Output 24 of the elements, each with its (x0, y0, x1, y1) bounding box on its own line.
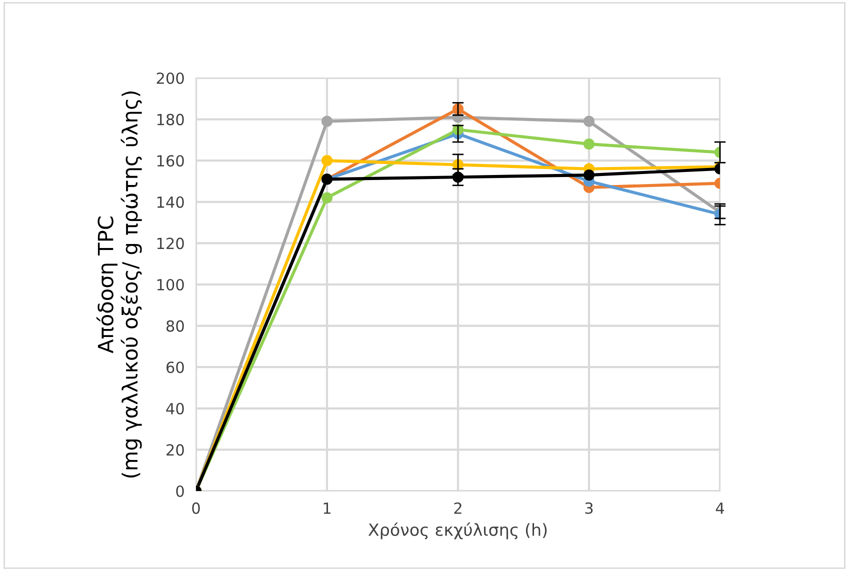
y-tick-label: 180 (157, 114, 184, 126)
y-tick-label: 20 (166, 444, 184, 456)
x-tick-label: 4 (716, 502, 724, 514)
y-tick-label: 120 (157, 238, 184, 250)
point (583, 170, 595, 181)
point (583, 138, 595, 150)
y-tick-label: 40 (166, 402, 184, 414)
y-tick-label: 60 (166, 362, 184, 374)
x-axis-title: Χρόνος εκχύλισης (h) (368, 522, 547, 540)
y-tick-label: 80 (166, 320, 184, 332)
point (321, 116, 333, 127)
y-tick-label: 200 (156, 72, 184, 84)
x-tick-label: 3 (585, 502, 593, 514)
y-tick-label: 100 (157, 278, 184, 291)
y-tick-label: 160 (157, 155, 184, 167)
x-tick-label: 2 (454, 502, 462, 514)
point (321, 155, 333, 166)
point (321, 192, 333, 204)
point (583, 116, 595, 127)
y-axis-title: Απόδοση TPC (mg γαλλικού οξέος/ g πρώτης ύλης) (96, 92, 142, 478)
x-tick-label: 0 (192, 502, 200, 514)
y-tick-label: 140 (157, 196, 184, 208)
x-tick-label: 1 (324, 502, 330, 514)
y-tick-label: 0 (176, 485, 184, 498)
